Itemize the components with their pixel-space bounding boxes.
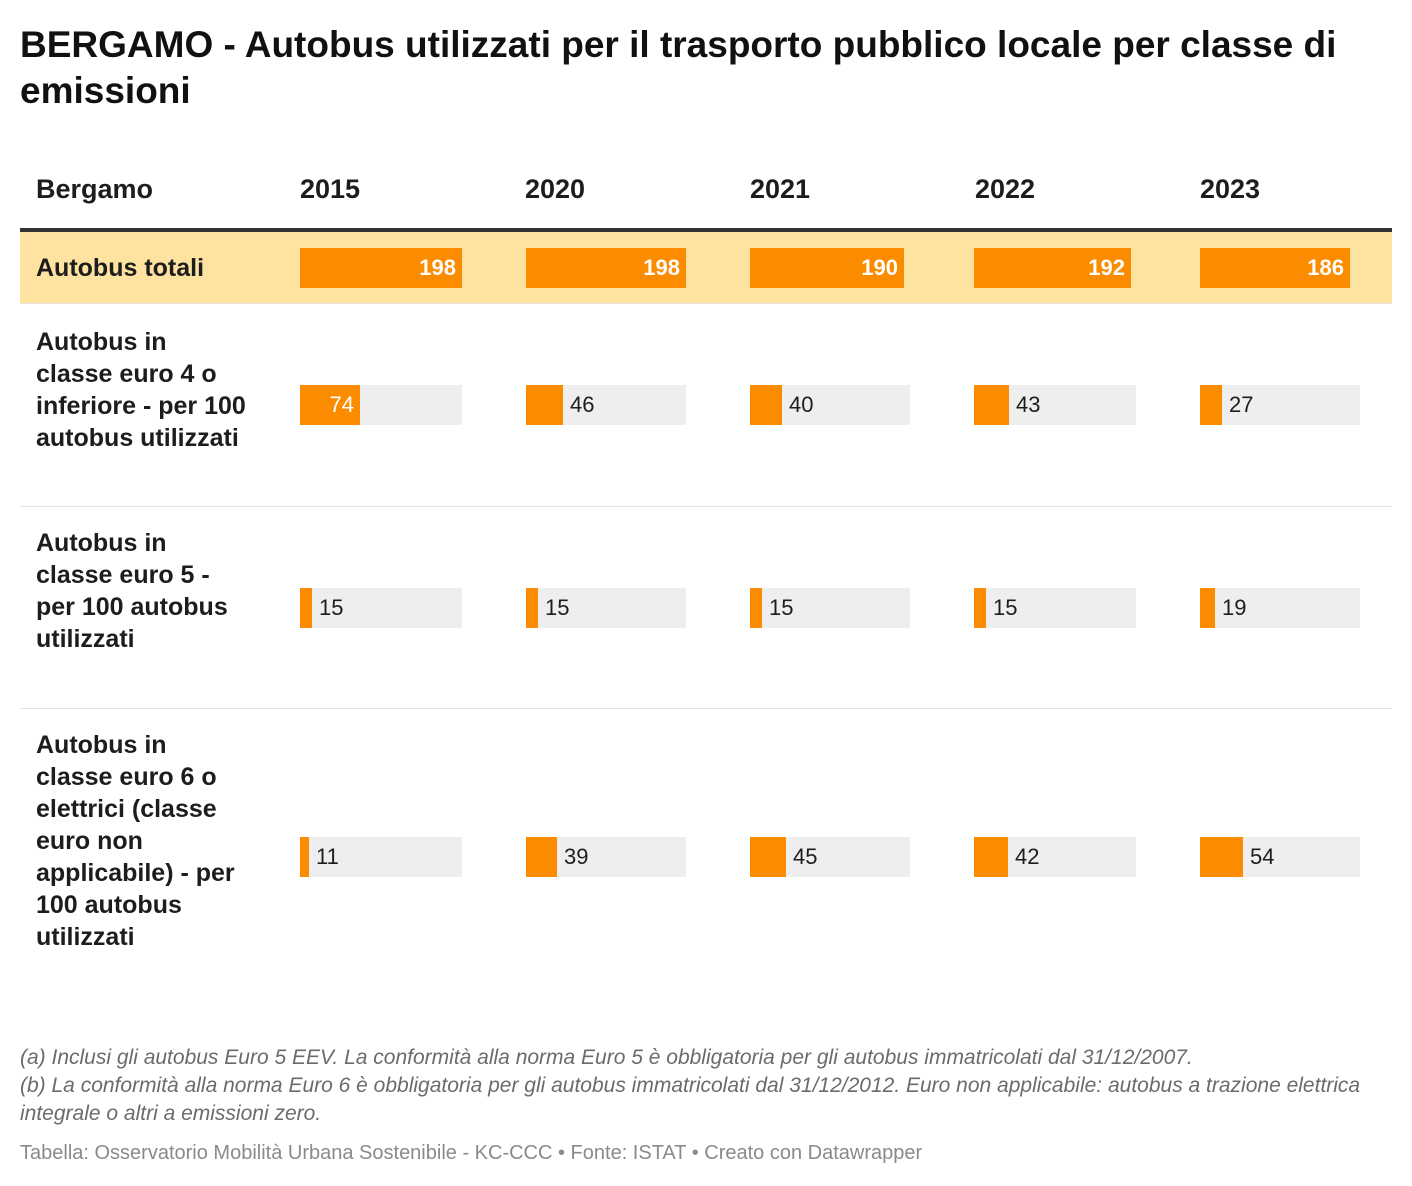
bar-track: 15 xyxy=(974,588,1136,628)
note-b: (b) La conformità alla norma Euro 6 è ob… xyxy=(20,1074,1361,1125)
bar[interactable] xyxy=(974,588,986,628)
data-label: 15 xyxy=(993,595,1018,620)
bar-track: 54 xyxy=(1200,837,1360,877)
row-divider xyxy=(20,708,1392,709)
row-divider xyxy=(20,303,1392,304)
data-label: 54 xyxy=(1250,844,1275,869)
table-row: Autobus in classe euro 6 o elettrici (cl… xyxy=(20,709,1392,999)
bar[interactable] xyxy=(1200,837,1243,877)
data-label: 27 xyxy=(1229,392,1254,417)
row-label: Autobus in classe euro 6 o elettrici (cl… xyxy=(36,731,235,951)
bar-track: 15 xyxy=(300,588,462,628)
data-label: 186 xyxy=(1307,255,1344,280)
note-a: (a) Inclusi gli autobus Euro 5 EEV. La c… xyxy=(20,1046,1193,1069)
bar[interactable] xyxy=(750,248,904,288)
data-label: 45 xyxy=(793,844,818,869)
bar-track: 45 xyxy=(750,837,910,877)
data-label: 40 xyxy=(789,392,814,417)
bar-track: 15 xyxy=(526,588,686,628)
table-row: Autobus totali 198 198 190 192 186 xyxy=(20,232,1392,304)
bar[interactable] xyxy=(750,837,786,877)
row-label: Autobus in classe euro 4 o inferiore - p… xyxy=(36,328,246,452)
column-header-2015[interactable]: 2015 xyxy=(300,174,361,204)
bar[interactable] xyxy=(300,385,360,425)
bar-track: 11 xyxy=(300,837,462,877)
data-label: 19 xyxy=(1222,595,1247,620)
source-footer: Tabella: Osservatorio Mobilità Urbana So… xyxy=(20,1142,923,1164)
bar-track: 190 xyxy=(750,248,910,288)
bar[interactable] xyxy=(300,248,462,288)
data-label: 74 xyxy=(329,392,354,417)
header-divider xyxy=(20,228,1392,232)
column-header-2023[interactable]: 2023 xyxy=(1200,174,1261,204)
bar[interactable] xyxy=(300,588,312,628)
row-label: Autobus in classe euro 5 - per 100 autob… xyxy=(36,529,228,653)
bar[interactable] xyxy=(750,588,762,628)
data-label: 39 xyxy=(564,844,589,869)
chart-title: BERGAMO - Autobus utilizzati per il tras… xyxy=(20,24,1337,111)
row-header-label: Bergamo xyxy=(36,174,154,204)
bar-track: 40 xyxy=(750,385,910,425)
data-label: 198 xyxy=(419,255,456,280)
table-notes: (a) Inclusi gli autobus Euro 5 EEV. La c… xyxy=(20,1044,1392,1128)
bar-track: 19 xyxy=(1200,588,1360,628)
bar-track: 42 xyxy=(974,837,1136,877)
data-label: 43 xyxy=(1016,392,1041,417)
bar-track: 43 xyxy=(974,385,1136,425)
table-header: Bergamo 2015 2020 2021 2022 2023 xyxy=(20,160,1392,228)
bar[interactable] xyxy=(974,248,1131,288)
bar-track: 39 xyxy=(526,837,686,877)
column-header-2020[interactable]: 2020 xyxy=(525,174,586,204)
bar-track: 74 xyxy=(300,385,462,425)
data-label: 15 xyxy=(769,595,794,620)
bar[interactable] xyxy=(526,248,686,288)
bar[interactable] xyxy=(526,588,538,628)
data-label: 42 xyxy=(1015,844,1040,869)
bar-track: 46 xyxy=(526,385,686,425)
bar-track: 15 xyxy=(750,588,910,628)
bar[interactable] xyxy=(526,385,563,425)
bar-track: 198 xyxy=(300,248,462,288)
row-label: Autobus totali xyxy=(36,254,205,282)
bar[interactable] xyxy=(974,385,1009,425)
data-label: 192 xyxy=(1088,255,1125,280)
table-row: Autobus in classe euro 5 - per 100 autob… xyxy=(20,507,1392,709)
data-label: 46 xyxy=(570,392,595,417)
bar[interactable] xyxy=(1200,248,1350,288)
column-header-2021[interactable]: 2021 xyxy=(750,174,811,204)
bar[interactable] xyxy=(974,837,1008,877)
table-row: Autobus in classe euro 4 o inferiore - p… xyxy=(20,306,1392,507)
bar[interactable] xyxy=(1200,588,1215,628)
bar[interactable] xyxy=(750,385,782,425)
bar[interactable] xyxy=(526,837,557,877)
data-label: 15 xyxy=(319,595,344,620)
data-label: 11 xyxy=(316,844,339,869)
bar-track: 27 xyxy=(1200,385,1360,425)
data-label: 190 xyxy=(861,255,898,280)
data-label: 15 xyxy=(545,595,570,620)
column-header-2022[interactable]: 2022 xyxy=(975,174,1036,204)
bar-track: 186 xyxy=(1200,248,1360,288)
bar[interactable] xyxy=(1200,385,1222,425)
bar-track: 192 xyxy=(974,248,1136,288)
data-label: 198 xyxy=(643,255,680,280)
bar-track: 198 xyxy=(526,248,686,288)
bar[interactable] xyxy=(300,837,309,877)
row-divider xyxy=(20,506,1392,507)
